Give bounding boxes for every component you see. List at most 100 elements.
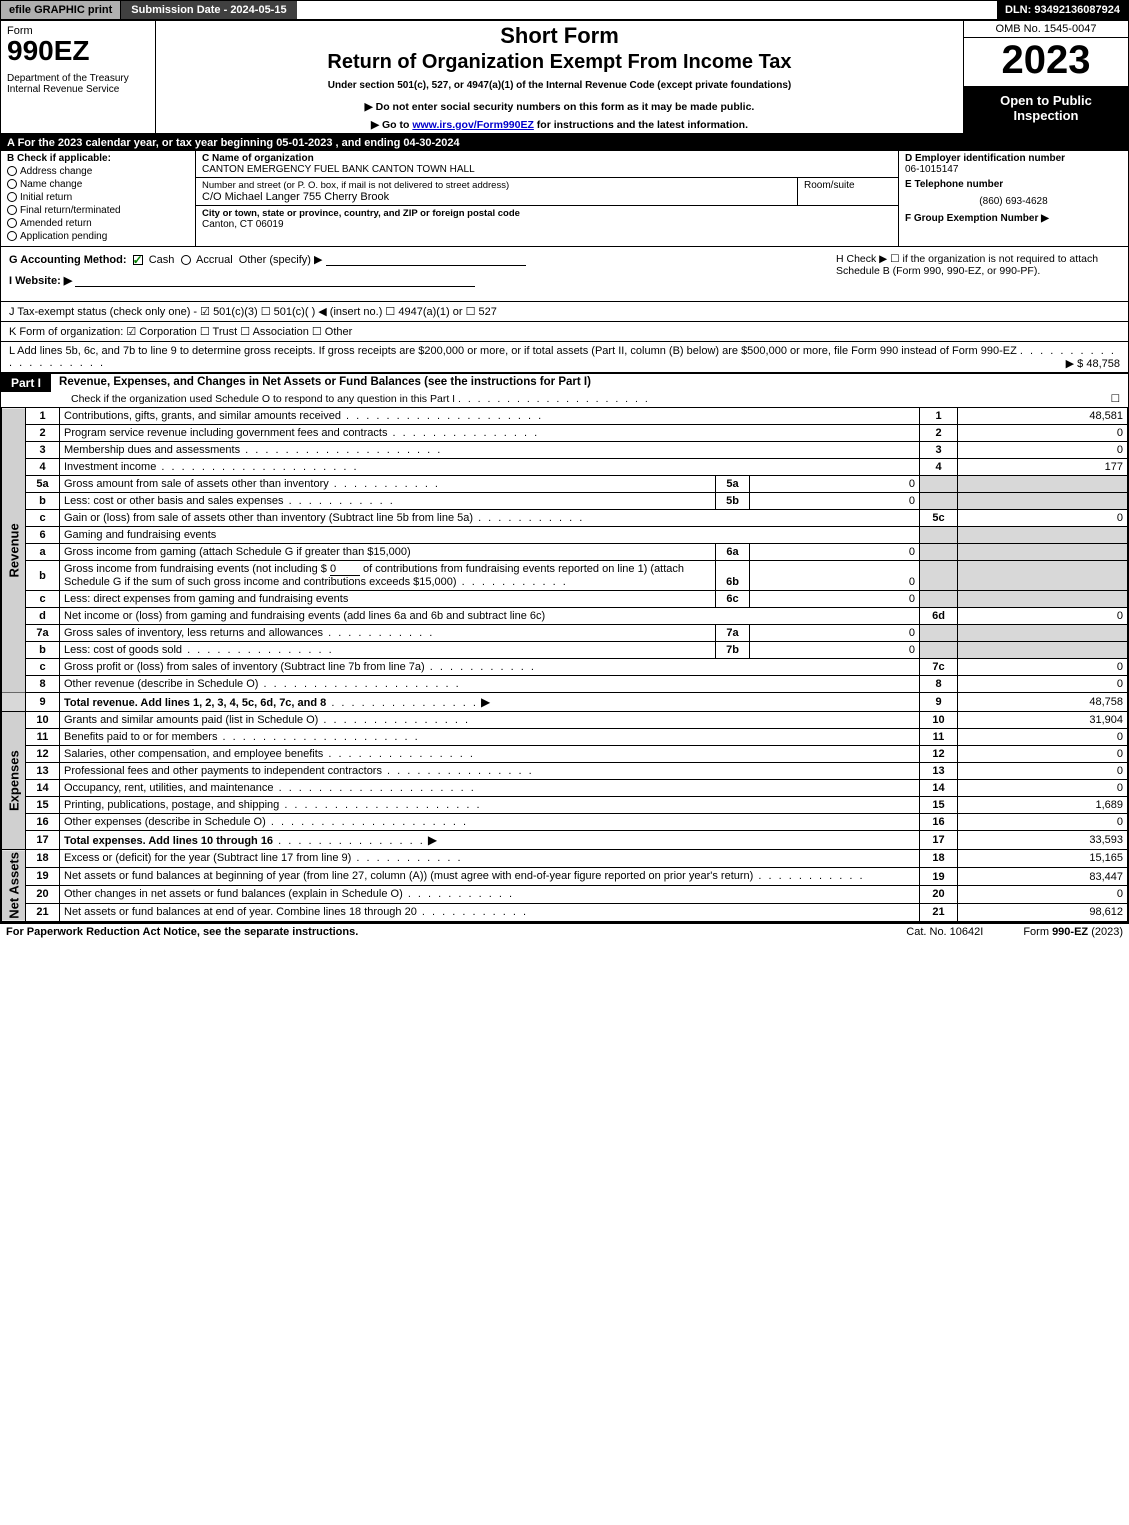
header-right: OMB No. 1545-0047 2023 Open to Public In…	[963, 21, 1128, 133]
l21-desc: Net assets or fund balances at end of ye…	[60, 903, 920, 921]
l11-num: 11	[26, 729, 60, 746]
l6d-desc: Net income or (loss) from gaming and fun…	[60, 608, 920, 625]
l1-ref: 1	[920, 408, 958, 425]
l6a-sub: 6a	[716, 544, 750, 561]
I-label: I Website: ▶	[9, 275, 72, 287]
short-form-title: Short Form	[162, 23, 957, 49]
l12-desc: Salaries, other compensation, and employ…	[60, 746, 920, 763]
l10-amt: 31,904	[958, 712, 1128, 729]
l6a-subval: 0	[750, 544, 920, 561]
header-left: Form 990EZ Department of the Treasury In…	[1, 21, 156, 133]
chk-application-pending[interactable]: Application pending	[7, 231, 189, 242]
l20-num: 20	[26, 885, 60, 903]
l6d-num: d	[26, 608, 60, 625]
goto-pre: ▶ Go to	[371, 119, 412, 131]
l17-amt: 33,593	[958, 831, 1128, 850]
l4-ref: 4	[920, 459, 958, 476]
chk-name-change-label: Name change	[20, 179, 82, 190]
l6c-desc: Less: direct expenses from gaming and fu…	[60, 591, 716, 608]
chk-amended-return-label: Amended return	[20, 218, 92, 229]
chk-final-return[interactable]: Final return/terminated	[7, 205, 189, 216]
l13-amt: 0	[958, 763, 1128, 780]
col-DEF: D Employer identification number 06-1015…	[898, 151, 1128, 246]
chk-initial-return[interactable]: Initial return	[7, 192, 189, 203]
dln-label: DLN: 93492136087924	[997, 1, 1128, 19]
col-C: C Name of organization CANTON EMERGENCY …	[196, 151, 898, 246]
l15-ref: 15	[920, 797, 958, 814]
section-GHI: G Accounting Method: Cash Accrual Other …	[1, 247, 1128, 302]
submission-date-button[interactable]: Submission Date - 2024-05-15	[121, 1, 296, 19]
l4-amt: 177	[958, 459, 1128, 476]
other-specify-field[interactable]	[326, 265, 526, 266]
l4-desc: Investment income	[60, 459, 920, 476]
l15-amt: 1,689	[958, 797, 1128, 814]
addr-cell: Number and street (or P. O. box, if mail…	[196, 178, 798, 205]
l5b-amt	[958, 493, 1128, 510]
chk-amended-return[interactable]: Amended return	[7, 218, 189, 229]
D-hdr: D Employer identification number	[905, 153, 1122, 164]
l16-ref: 16	[920, 814, 958, 831]
l13-num: 13	[26, 763, 60, 780]
chk-cash[interactable]	[133, 255, 143, 265]
l5c-ref: 5c	[920, 510, 958, 527]
l7b-amt	[958, 642, 1128, 659]
l6-amt	[958, 527, 1128, 544]
l7a-amt	[958, 625, 1128, 642]
l8-ref: 8	[920, 676, 958, 693]
org-name: CANTON EMERGENCY FUEL BANK CANTON TOWN H…	[202, 164, 892, 175]
K-text: K Form of organization: ☑ Corporation ☐ …	[9, 326, 352, 338]
department-label: Department of the Treasury Internal Reve…	[7, 73, 149, 95]
G-label: G Accounting Method:	[9, 254, 127, 266]
form-990ez: efile GRAPHIC print Submission Date - 20…	[0, 0, 1129, 923]
irs-link[interactable]: www.irs.gov/Form990EZ	[412, 119, 534, 131]
l18-desc: Excess or (deficit) for the year (Subtra…	[60, 850, 920, 868]
chk-accrual[interactable]	[181, 255, 191, 265]
i-line: I Website: ▶	[9, 274, 820, 287]
omb-number: OMB No. 1545-0047	[964, 21, 1128, 38]
c-name-hdr: C Name of organization	[202, 153, 892, 164]
chk-address-change-label: Address change	[20, 166, 92, 177]
l5a-num: 5a	[26, 476, 60, 493]
row-J: J Tax-exempt status (check only one) - ☑…	[1, 302, 1128, 322]
chk-final-return-label: Final return/terminated	[20, 205, 121, 216]
l1-amt: 48,581	[958, 408, 1128, 425]
l18-num: 18	[26, 850, 60, 868]
part-I-sub-chk[interactable]: ☐	[1111, 393, 1120, 405]
l9-num: 9	[26, 693, 60, 712]
ein-value: 06-1015147	[905, 164, 1122, 175]
l1-desc: Contributions, gifts, grants, and simila…	[60, 408, 920, 425]
l11-ref: 11	[920, 729, 958, 746]
l6a-num: a	[26, 544, 60, 561]
l6d-ref: 6d	[920, 608, 958, 625]
form-number: 990EZ	[7, 37, 149, 65]
part-I-sub: Check if the organization used Schedule …	[1, 392, 1128, 408]
l4-num: 4	[26, 459, 60, 476]
l12-ref: 12	[920, 746, 958, 763]
city-hdr: City or town, state or province, country…	[202, 208, 892, 219]
chk-address-change[interactable]: Address change	[7, 166, 189, 177]
l7a-desc: Gross sales of inventory, less returns a…	[60, 625, 716, 642]
l6c-ref	[920, 591, 958, 608]
efile-print-button[interactable]: efile GRAPHIC print	[1, 1, 121, 19]
l2-num: 2	[26, 425, 60, 442]
part-I-sub-text: Check if the organization used Schedule …	[71, 393, 455, 405]
ssn-notice: ▶ Do not enter social security numbers o…	[162, 101, 957, 113]
l16-amt: 0	[958, 814, 1128, 831]
g-line: G Accounting Method: Cash Accrual Other …	[9, 253, 820, 266]
l19-amt: 83,447	[958, 867, 1128, 885]
website-field[interactable]	[75, 286, 475, 287]
subtitle: Under section 501(c), 527, or 4947(a)(1)…	[162, 80, 957, 91]
l9-ref: 9	[920, 693, 958, 712]
l17-num: 17	[26, 831, 60, 850]
chk-name-change[interactable]: Name change	[7, 179, 189, 190]
l13-ref: 13	[920, 763, 958, 780]
l5a-desc: Gross amount from sale of assets other t…	[60, 476, 716, 493]
l7c-desc: Gross profit or (loss) from sales of inv…	[60, 659, 920, 676]
addr-val: C/O Michael Langer 755 Cherry Brook	[202, 191, 791, 203]
l5b-num: b	[26, 493, 60, 510]
l20-amt: 0	[958, 885, 1128, 903]
l21-num: 21	[26, 903, 60, 921]
revenue-sidelabel: Revenue	[2, 408, 26, 693]
l14-num: 14	[26, 780, 60, 797]
city-val: Canton, CT 06019	[202, 219, 892, 230]
